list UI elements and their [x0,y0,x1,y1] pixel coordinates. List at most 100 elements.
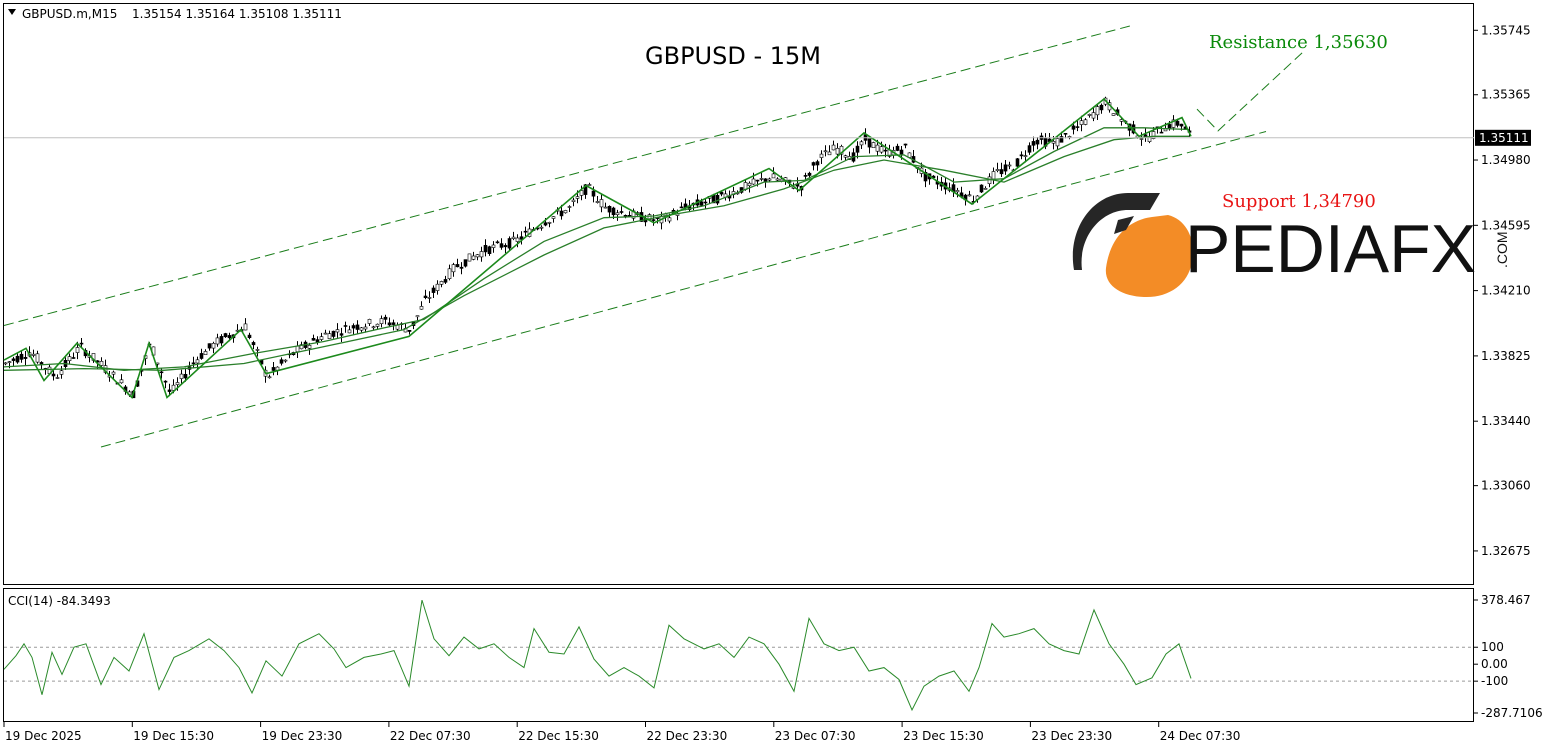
candle-body [991,171,996,180]
candle-body [251,342,256,346]
candle-body [455,264,460,268]
candle-body [755,179,760,182]
cci-series [3,599,1192,712]
candle-body [1151,131,1156,139]
time-axis-tick: 23 Dec 15:30 [903,729,984,743]
candle-body [1087,114,1092,116]
projection-line [1196,50,1305,132]
dropdown-arrow-icon[interactable] [8,9,16,15]
candle-body [703,201,708,204]
candle-body [363,326,368,330]
candle-body [831,144,836,151]
logo-suffix: .COM [1494,231,1510,268]
candle-body [459,266,464,269]
candle-body [651,219,656,221]
candle-body [571,199,576,203]
candle-body [999,169,1004,175]
candle-body [679,206,684,209]
candle-body [339,333,344,336]
channel-lines [3,24,1305,448]
candle-body [343,325,348,327]
candle-body [1055,138,1060,147]
cci-panel-frame [3,588,1474,722]
candle-body [819,153,824,158]
candle-body [515,237,520,242]
candle-body [391,322,396,325]
candle-body [23,356,28,359]
cci-axis-tick: -100 [1481,674,1508,688]
price-axis-tick: 1.34980 [1481,153,1531,167]
candle-body [1027,145,1032,153]
candle-body [423,295,428,299]
candle-body [7,361,12,363]
candle-body [359,327,364,331]
price-axis: 1.35745 1.35365 1.34980 1.34595 1.34210 1.338… [1474,23,1531,558]
candle-body [159,371,164,374]
candle-body [475,254,480,258]
candle-body [183,373,188,379]
candle-body [279,359,284,364]
candle-body [903,143,908,146]
zigzag-line [3,97,1192,399]
candle-body [715,195,720,204]
candle-body [371,326,376,329]
price-axis-tick: 1.32675 [1481,544,1531,558]
candle-body [1031,141,1036,146]
candle-body [775,178,780,181]
candle-body [767,178,772,181]
candle-body [883,149,888,152]
candle-body [539,226,544,229]
candle-body [191,362,196,365]
logo-mark-notch [1114,216,1134,234]
candle-body [599,199,604,208]
cci-line [3,599,1192,712]
candle-body [619,211,624,213]
candle-body [1051,141,1056,144]
candle-body [295,345,300,353]
moving-averages [3,127,1190,371]
candle-body [327,333,332,340]
candle-body [747,182,752,186]
candle-body [491,244,496,248]
candle-body [59,370,64,375]
ma-slow-line [3,135,1189,371]
logo-mark-dark [1072,193,1160,270]
candle-body [895,145,900,151]
candle-body [319,336,324,340]
candle-body [479,251,484,258]
candle-body [207,343,212,349]
candle-body [439,281,444,285]
time-axis-tick: 19 Dec 15:30 [133,729,214,743]
candle-body [511,236,516,240]
candle-body [75,347,80,353]
candle-body [31,353,36,356]
candle-body [451,264,456,273]
candle-body [923,172,928,182]
candle-body [167,389,172,392]
cci-axis-tick: 378.467 [1481,593,1531,607]
candle-body [871,142,876,148]
candle-body [575,196,580,199]
cci-label: CCI(14) -84.3493 [8,594,111,608]
candle-body [807,172,812,176]
candle-body [3,362,8,365]
candle-body [839,146,844,155]
candle-body [19,353,24,360]
candle-body [171,384,176,391]
candle-body [487,246,492,254]
candle-body [71,357,76,359]
candle-body [547,222,552,224]
price-axis-tick: 1.33440 [1481,414,1531,428]
price-axis-tick: 1.33060 [1481,479,1531,493]
candle-body [311,337,316,341]
candle-body [1015,158,1020,167]
cci-axis: 378.467 100 0.00 -100 -287.7106 [1474,593,1543,720]
candle-body [983,188,988,190]
candle-body [699,201,704,206]
candle-body [1003,164,1008,172]
candle-body [899,149,904,155]
time-axis-tick: 23 Dec 07:30 [775,729,856,743]
price-axis-tick: 1.33825 [1481,349,1531,363]
candle-body [823,150,828,153]
candle-body [247,334,252,339]
